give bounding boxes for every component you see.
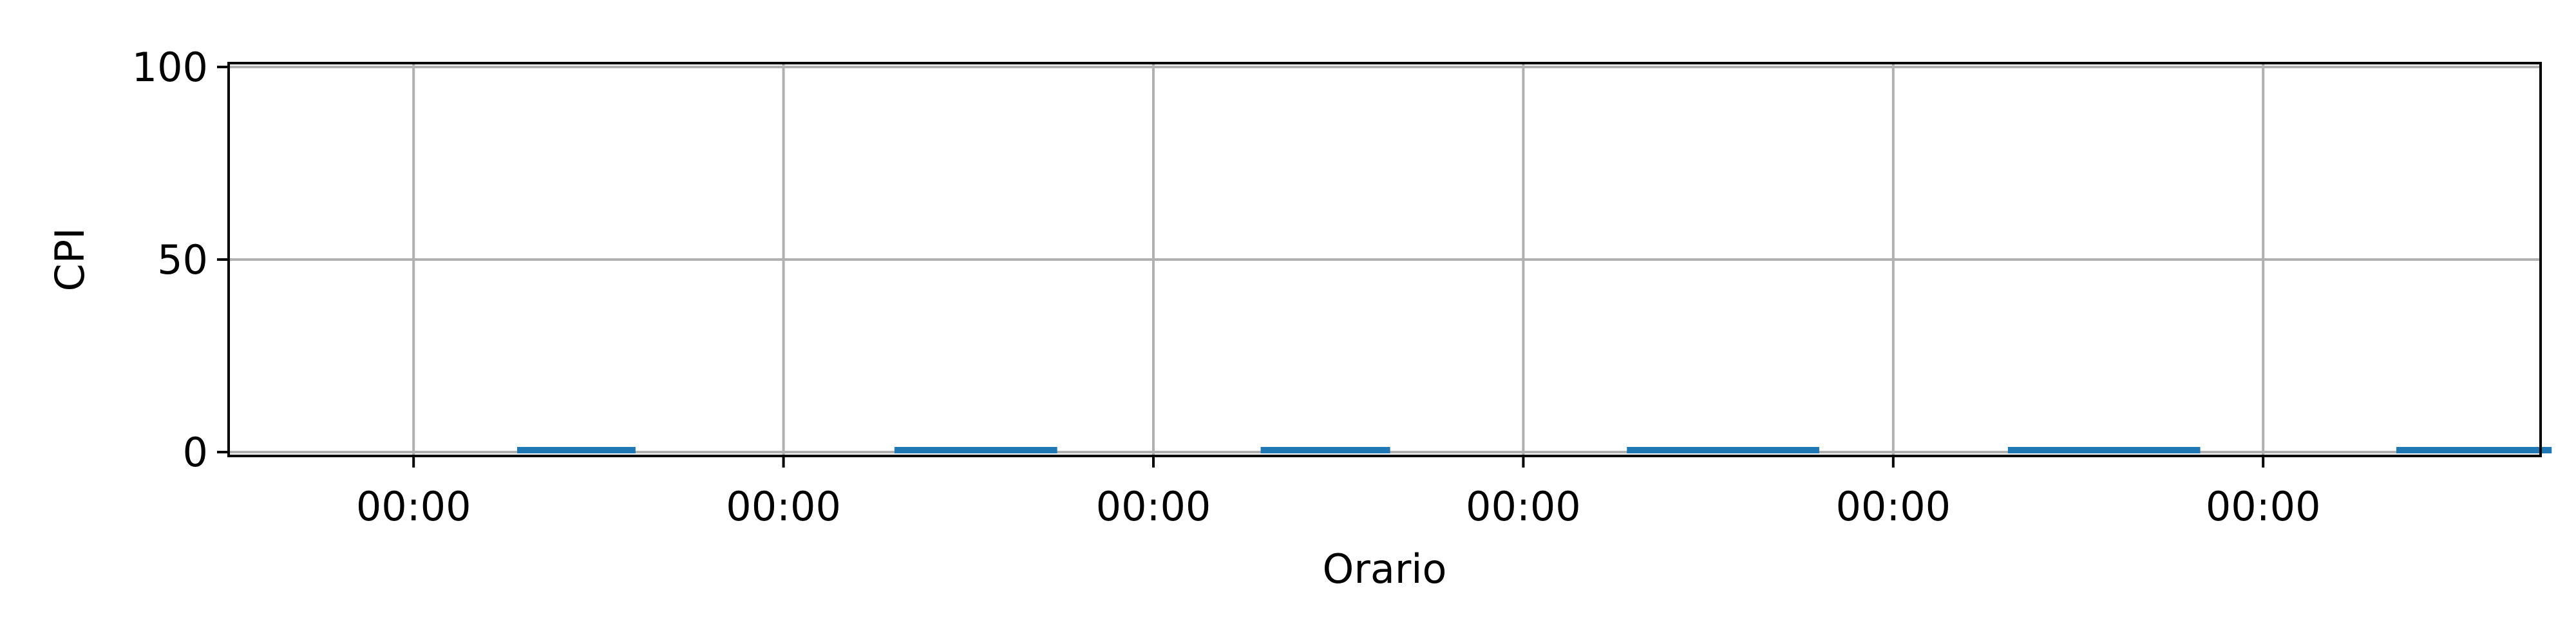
x-tick-label: 00:00 bbox=[1835, 483, 1951, 530]
x-tick-label: 00:00 bbox=[1466, 483, 1581, 530]
bar bbox=[517, 447, 636, 454]
bar bbox=[2007, 447, 2201, 454]
bar bbox=[1627, 447, 1819, 454]
grid-lines bbox=[229, 63, 2541, 456]
x-tick-label: 00:00 bbox=[2206, 483, 2321, 530]
bar bbox=[2396, 447, 2552, 454]
y-axis: 0 50 100 bbox=[132, 44, 229, 476]
y-tick-label: 100 bbox=[132, 44, 208, 91]
y-tick-label: 0 bbox=[183, 429, 208, 476]
x-tick-label: 00:00 bbox=[726, 483, 841, 530]
bar-series bbox=[517, 447, 2552, 454]
x-tick-label: 00:00 bbox=[1096, 483, 1211, 530]
x-axis: 00:00 00:00 00:00 00:00 00:00 00:00 bbox=[356, 456, 2321, 530]
y-axis-label: CPI bbox=[46, 228, 93, 292]
y-tick-label: 50 bbox=[157, 236, 208, 283]
bar bbox=[1260, 447, 1390, 454]
x-tick-label: 00:00 bbox=[356, 483, 471, 530]
bar bbox=[894, 447, 1057, 454]
x-axis-label: Orario bbox=[1323, 545, 1447, 592]
